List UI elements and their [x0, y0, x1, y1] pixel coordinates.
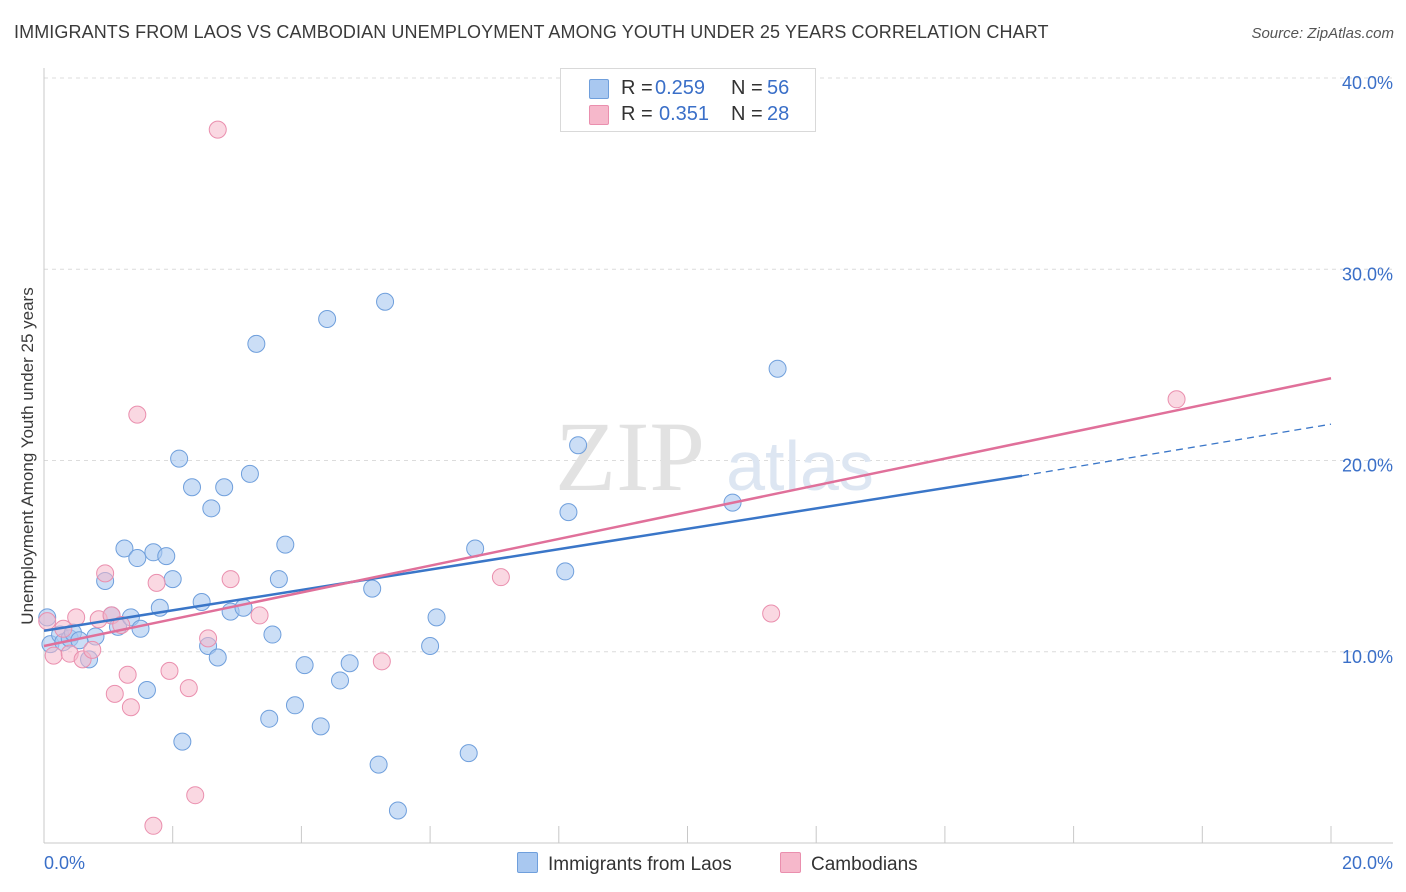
laos-point	[376, 292, 395, 311]
cambodian-point	[67, 608, 86, 627]
cambodian-point	[491, 568, 510, 587]
cambodian-point	[160, 661, 179, 680]
laos-point	[285, 696, 304, 715]
bottom-legend-label-laos: Immigrants from Laos	[548, 854, 732, 875]
laos-point	[369, 755, 388, 774]
cambodian-point	[179, 679, 198, 698]
cambodian-point	[762, 604, 781, 623]
laos-point	[318, 309, 337, 328]
laos-point	[559, 503, 578, 522]
laos-point	[276, 535, 295, 554]
bottom-legend-laos: Immigrants from Laos	[517, 852, 732, 876]
cambodian-point	[250, 606, 269, 625]
laos-point	[260, 709, 279, 728]
laos-point	[340, 654, 359, 673]
laos-point	[363, 579, 382, 598]
legend-n-value: 56	[767, 77, 790, 99]
legend-n-value: 28	[767, 103, 790, 125]
cambodian-point	[121, 698, 140, 717]
laos-trend-extension	[1022, 423, 1332, 477]
laos-points	[38, 292, 787, 820]
laos-point	[137, 681, 156, 699]
cambodian-point	[372, 652, 391, 671]
watermark-zip: ZIP	[555, 401, 705, 512]
laos-trend-line	[43, 474, 1023, 632]
laos-point	[247, 334, 266, 353]
laos-point	[331, 671, 350, 690]
cambodian-point	[96, 564, 115, 583]
laos-point	[569, 436, 588, 455]
laos-point	[215, 478, 234, 497]
laos-point	[208, 648, 227, 667]
chart-title: IMMIGRANTS FROM LAOS VS CAMBODIAN UNEMPL…	[14, 22, 1049, 42]
legend: R = 0.259 N = 56 R = 0.351 N = 28	[560, 68, 816, 132]
x-tick-label: 20.0%	[1342, 853, 1393, 873]
watermark-atlas: atlas	[726, 427, 874, 505]
laos-point	[128, 549, 147, 568]
y-tick-label: 30.0%	[1342, 264, 1393, 284]
axes	[43, 68, 1393, 844]
cambodian-point	[38, 612, 57, 631]
laos-point	[263, 625, 282, 644]
laos-point	[192, 593, 211, 612]
cambodian-points	[38, 120, 1186, 835]
legend-n-label: N =	[731, 77, 763, 99]
cambodian-point	[144, 816, 163, 835]
bottom-legend-label-cambodians: Cambodians	[811, 854, 918, 875]
legend-swatch-laos	[589, 79, 609, 99]
laos-point	[556, 562, 575, 581]
laos-point	[240, 464, 259, 483]
laos-point	[388, 801, 407, 820]
cambodian-point	[221, 570, 240, 589]
source-label: Source: ZipAtlas.com	[1251, 25, 1394, 42]
trend-lines	[43, 377, 1332, 648]
legend-r-value: 0.259	[655, 77, 706, 99]
laos-point	[173, 732, 192, 751]
laos-point	[311, 717, 330, 736]
tick-labels: 10.0% 20.0% 30.0% 40.0% 0.0% 20.0%	[44, 73, 1393, 873]
bottom-legend-swatch-cambodians	[780, 852, 801, 873]
laos-point	[131, 619, 150, 638]
gridlines	[44, 77, 1393, 653]
cambodian-point	[1167, 390, 1186, 409]
legend-swatch-cambodians	[589, 105, 609, 125]
laos-point	[157, 547, 176, 566]
cambodian-point	[128, 405, 147, 424]
legend-r-label: R =	[621, 103, 653, 125]
cambodian-point	[186, 786, 205, 805]
legend-n-label: N =	[731, 103, 763, 125]
laos-point	[421, 637, 440, 656]
cambodian-point	[118, 665, 137, 684]
laos-point	[459, 744, 478, 763]
laos-point	[163, 570, 182, 589]
legend-r-value: 0.351	[659, 103, 710, 125]
legend-r-label: R =	[621, 77, 653, 99]
bottom-legend-cambodians: Cambodians	[780, 852, 918, 876]
cambodian-point	[208, 120, 227, 139]
cambodian-point	[199, 629, 218, 648]
x-tick-label: 0.0%	[44, 853, 85, 873]
y-tick-label: 40.0%	[1342, 73, 1393, 93]
laos-point	[295, 656, 314, 675]
y-axis-label: Unemployment Among Youth under 25 years	[18, 287, 37, 625]
bottom-legend-swatch-laos	[517, 852, 538, 873]
y-tick-label: 20.0%	[1342, 456, 1393, 476]
cambodian-point	[147, 573, 166, 592]
cambodian-point	[83, 640, 102, 659]
cambodian-trend-line	[43, 377, 1332, 648]
y-tick-label: 10.0%	[1342, 647, 1393, 667]
laos-point	[427, 608, 446, 627]
laos-point	[115, 539, 134, 558]
cambodian-point	[44, 646, 63, 665]
cambodian-point	[105, 684, 124, 703]
laos-point	[768, 359, 787, 378]
laos-point	[170, 449, 189, 468]
laos-point	[234, 598, 253, 617]
laos-point	[202, 499, 221, 518]
laos-point	[183, 478, 202, 497]
laos-point	[269, 570, 288, 589]
